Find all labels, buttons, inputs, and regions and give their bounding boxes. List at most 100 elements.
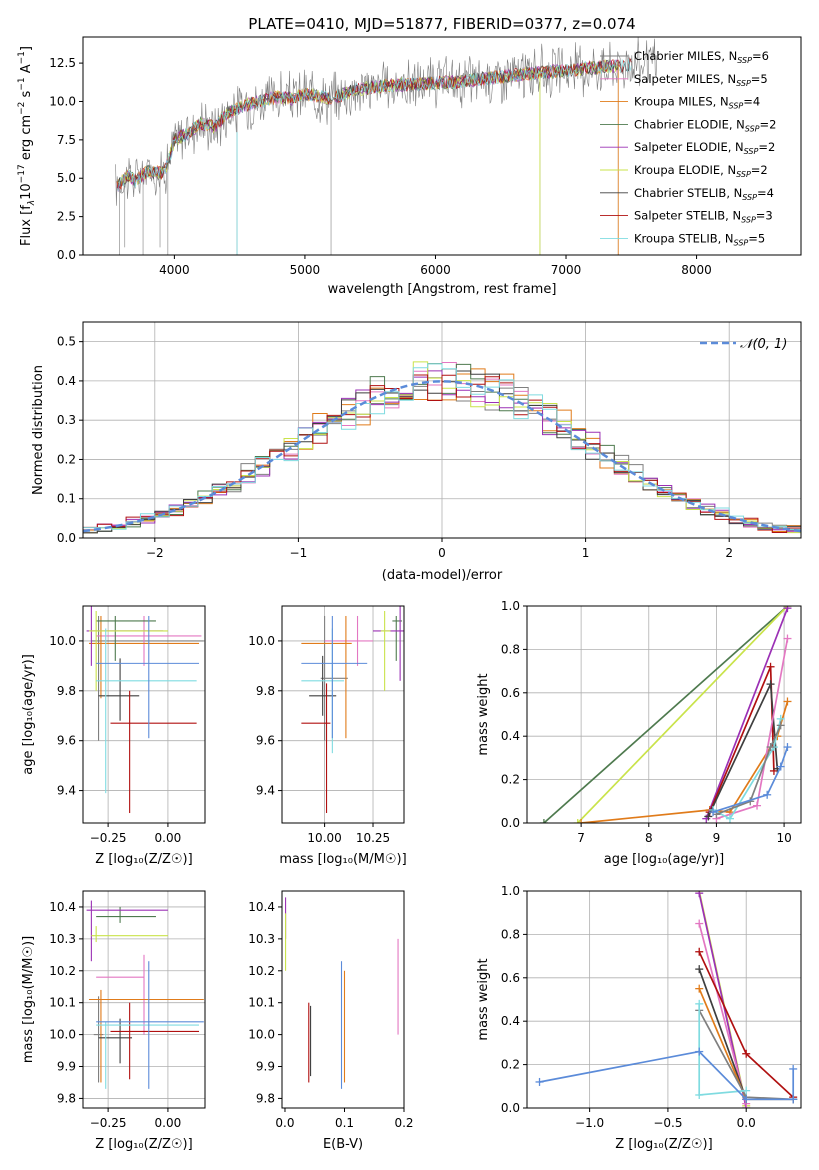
x-tick-label: 7 xyxy=(577,831,585,845)
x-tick-label: 4000 xyxy=(159,263,190,277)
x-tick-label: 0.0 xyxy=(737,1116,756,1130)
y-tick-label: 9.4 xyxy=(57,784,76,798)
y-tick-label: 9.6 xyxy=(57,734,76,748)
spectrum-lines xyxy=(115,37,658,255)
y-tick-label: 0.4 xyxy=(57,374,76,388)
y-tick-label: 10.0 xyxy=(49,94,76,108)
panel-frame xyxy=(526,605,802,824)
age-vs-mass-panel: 10.00 10.25 9.4 9.6 9.8 10.0 mass [log₁₀(M/M☉)… xyxy=(248,605,407,867)
x-axis-label: age [log₁₀(age/yr)] xyxy=(604,852,725,867)
x-tick-label: −0.5 xyxy=(653,1116,682,1130)
y-tick-label: 0.8 xyxy=(501,642,520,656)
panel-frame xyxy=(82,605,206,824)
residual-xticks: −2 −1 0 1 2 xyxy=(146,538,733,560)
x-axis-label: E(B-V) xyxy=(323,1137,363,1152)
x-tick-label: 0.2 xyxy=(394,1116,413,1130)
y-tick-label: 0.4 xyxy=(501,729,520,743)
weight-line xyxy=(698,923,748,1104)
y-tick-label: 0.2 xyxy=(501,773,520,787)
legend-label: Kroupa ELODIE, NSSP=2 xyxy=(634,163,768,179)
legend-label: Kroupa STELIB, NSSP=5 xyxy=(634,231,765,247)
plot-area xyxy=(86,900,204,1089)
x-tick-label: −0.25 xyxy=(90,1116,127,1130)
weight-line xyxy=(708,666,775,813)
y-tick-label: 10.0 xyxy=(248,634,275,648)
x-tick-label: 0.1 xyxy=(335,1116,354,1130)
spectrum-yticks: 0.0 2.5 5.0 7.5 10.0 12.5 xyxy=(49,56,83,262)
legend-label: Salpeter MILES, NSSP=5 xyxy=(634,72,768,88)
x-tick-label: 8000 xyxy=(681,263,712,277)
y-tick-label: 10.3 xyxy=(49,932,76,946)
spectrum-ylabel: Flux [fλ10−17 erg cm−2 s−1 A−1] xyxy=(17,46,37,246)
y-tick-label: 10.0 xyxy=(49,634,76,648)
mass-vs-metallicity-panel: −0.25 0.00 9.8 9.9 10.0 10.1 10.2 10.3 10.4 Z [lo… xyxy=(21,890,206,1152)
x-tick-label: 0 xyxy=(438,546,446,560)
weight-line xyxy=(539,1050,795,1101)
y-tick-label: 0.0 xyxy=(57,531,76,545)
y-tick-label: 0.1 xyxy=(57,492,76,506)
weight-vs-age-panel: 7 8 9 10 0.0 0.2 0.4 0.6 0.8 1.0 age [log₁₀(age/yr… xyxy=(476,599,802,867)
weight-vs-metallicity-panel: −1.0 −0.5 0.0 0.0 0.2 0.4 0.6 0.8 1.0 Z [log₁₀(Z/… xyxy=(476,884,802,1152)
x-axis-label: mass [log₁₀(M/M☉)] xyxy=(279,852,406,867)
y-tick-label: 0.5 xyxy=(57,335,76,349)
panel-frame xyxy=(281,890,405,1109)
weight-line xyxy=(577,606,789,823)
panel-frame xyxy=(82,890,206,1109)
weight-line xyxy=(712,746,789,813)
plot-area xyxy=(535,891,798,1108)
weight-line xyxy=(543,606,789,823)
spectrum-title: PLATE=0410, MJD=51877, FIBERID=0377, z=0… xyxy=(248,15,635,33)
y-tick-label: 10.4 xyxy=(248,900,275,914)
x-tick-label: 9 xyxy=(713,831,721,845)
x-axis-label: Z [log₁₀(Z/Z☉)] xyxy=(95,852,192,867)
legend-label: Chabrier ELODIE, NSSP=2 xyxy=(634,117,776,133)
spectrum-legend: Chabrier MILES, NSSP=6 Salpeter MILES, NS… xyxy=(600,49,776,247)
y-tick-label: 9.9 xyxy=(256,1060,275,1074)
x-tick-label: 5000 xyxy=(290,263,321,277)
y-tick-label: 9.8 xyxy=(57,1091,76,1105)
y-tick-label: 10.0 xyxy=(248,1028,275,1042)
x-tick-label: 6000 xyxy=(420,263,451,277)
x-tick-label: 2 xyxy=(725,546,733,560)
y-tick-label: 10.4 xyxy=(49,900,76,914)
weight-line xyxy=(698,988,747,1100)
residual-xlabel: (data-model)/error xyxy=(382,568,503,583)
y-tick-label: 2.5 xyxy=(57,210,76,224)
spectrum-xlabel: wavelength [Angstrom, rest frame] xyxy=(328,282,557,297)
x-tick-label: 0.00 xyxy=(155,831,182,845)
y-tick-label: 0.3 xyxy=(57,413,76,427)
y-tick-label: 5.0 xyxy=(57,171,76,185)
x-tick-label: −0.25 xyxy=(90,831,127,845)
y-tick-label: 7.5 xyxy=(57,133,76,147)
x-tick-label: −1 xyxy=(290,546,308,560)
y-tick-label: 9.8 xyxy=(57,684,76,698)
y-tick-label: 0.4 xyxy=(501,1014,520,1028)
x-tick-label: 7000 xyxy=(551,263,582,277)
x-axis-label: Z [log₁₀(Z/Z☉)] xyxy=(95,1137,192,1152)
x-tick-label: 10 xyxy=(776,831,791,845)
y-tick-label: 9.9 xyxy=(57,1060,76,1074)
x-tick-label: 1 xyxy=(582,546,590,560)
weight-line xyxy=(716,725,782,816)
x-tick-label: 8 xyxy=(645,831,653,845)
x-tick-label: 10.00 xyxy=(307,831,341,845)
y-tick-label: 9.6 xyxy=(256,734,275,748)
weight-line xyxy=(716,638,789,820)
y-tick-label: 10.1 xyxy=(49,996,76,1010)
y-tick-label: 9.8 xyxy=(256,1091,275,1105)
y-axis-label: mass [log₁₀(M/M☉)] xyxy=(21,936,36,1063)
residual-ylabel: Normed distribution xyxy=(31,365,46,495)
model-spectrum xyxy=(116,58,619,187)
x-axis-label: Z [log₁₀(Z/Z☉)] xyxy=(615,1137,712,1152)
y-tick-label: 10.1 xyxy=(248,996,275,1010)
panel-frame xyxy=(526,890,802,1109)
x-tick-label: 10.25 xyxy=(356,831,390,845)
y-tick-label: 0.2 xyxy=(501,1058,520,1072)
y-tick-label: 0.0 xyxy=(501,816,520,830)
y-tick-label: 0.2 xyxy=(57,452,76,466)
plot-area xyxy=(301,606,404,814)
mass-vs-extinction-panel: 0.0 0.1 0.2 9.8 9.9 10.0 10.1 10.2 10.3 10.4 E(B-V… xyxy=(248,890,414,1152)
x-tick-label: 0.00 xyxy=(155,1116,182,1130)
residual-yticks: 0.0 0.1 0.2 0.3 0.4 0.5 xyxy=(57,335,83,545)
